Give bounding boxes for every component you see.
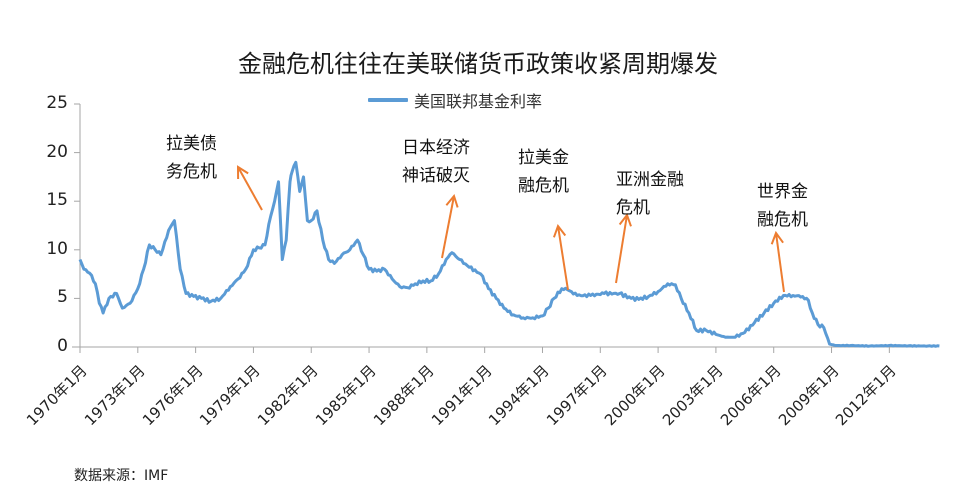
annotation-global-financial-crisis: 世界金 融危机 xyxy=(757,182,808,230)
y-tick-label: 25 xyxy=(46,93,68,113)
annotation-latin-financial-crisis: 拉美金 融危机 xyxy=(518,148,569,196)
data-source: 数据来源：IMF xyxy=(74,468,169,484)
legend: 美国联邦基金利率 xyxy=(368,88,542,112)
y-tick-label: 5 xyxy=(57,287,68,308)
annotation-latin-debt-crisis: 拉美债 务危机 xyxy=(166,134,217,182)
y-tick-label: 10 xyxy=(46,238,68,259)
annotation-asian-financial-crisis: 亚洲金融 危机 xyxy=(616,170,684,218)
series-line-fed-funds-rate xyxy=(78,160,940,348)
annotation-arrows xyxy=(236,165,785,293)
y-tick-label: 0 xyxy=(57,336,68,356)
chart-title: 金融危机往往在美联储货币政策收紧周期爆发 xyxy=(238,50,718,78)
annotation-japan-bubble: 日本经济 神话破灭 xyxy=(402,138,470,186)
axes xyxy=(72,103,926,353)
y-tick-label: 15 xyxy=(46,190,68,211)
legend-swatch xyxy=(368,98,408,102)
legend-label: 美国联邦基金利率 xyxy=(414,92,543,111)
y-tick-label: 20 xyxy=(46,141,68,162)
